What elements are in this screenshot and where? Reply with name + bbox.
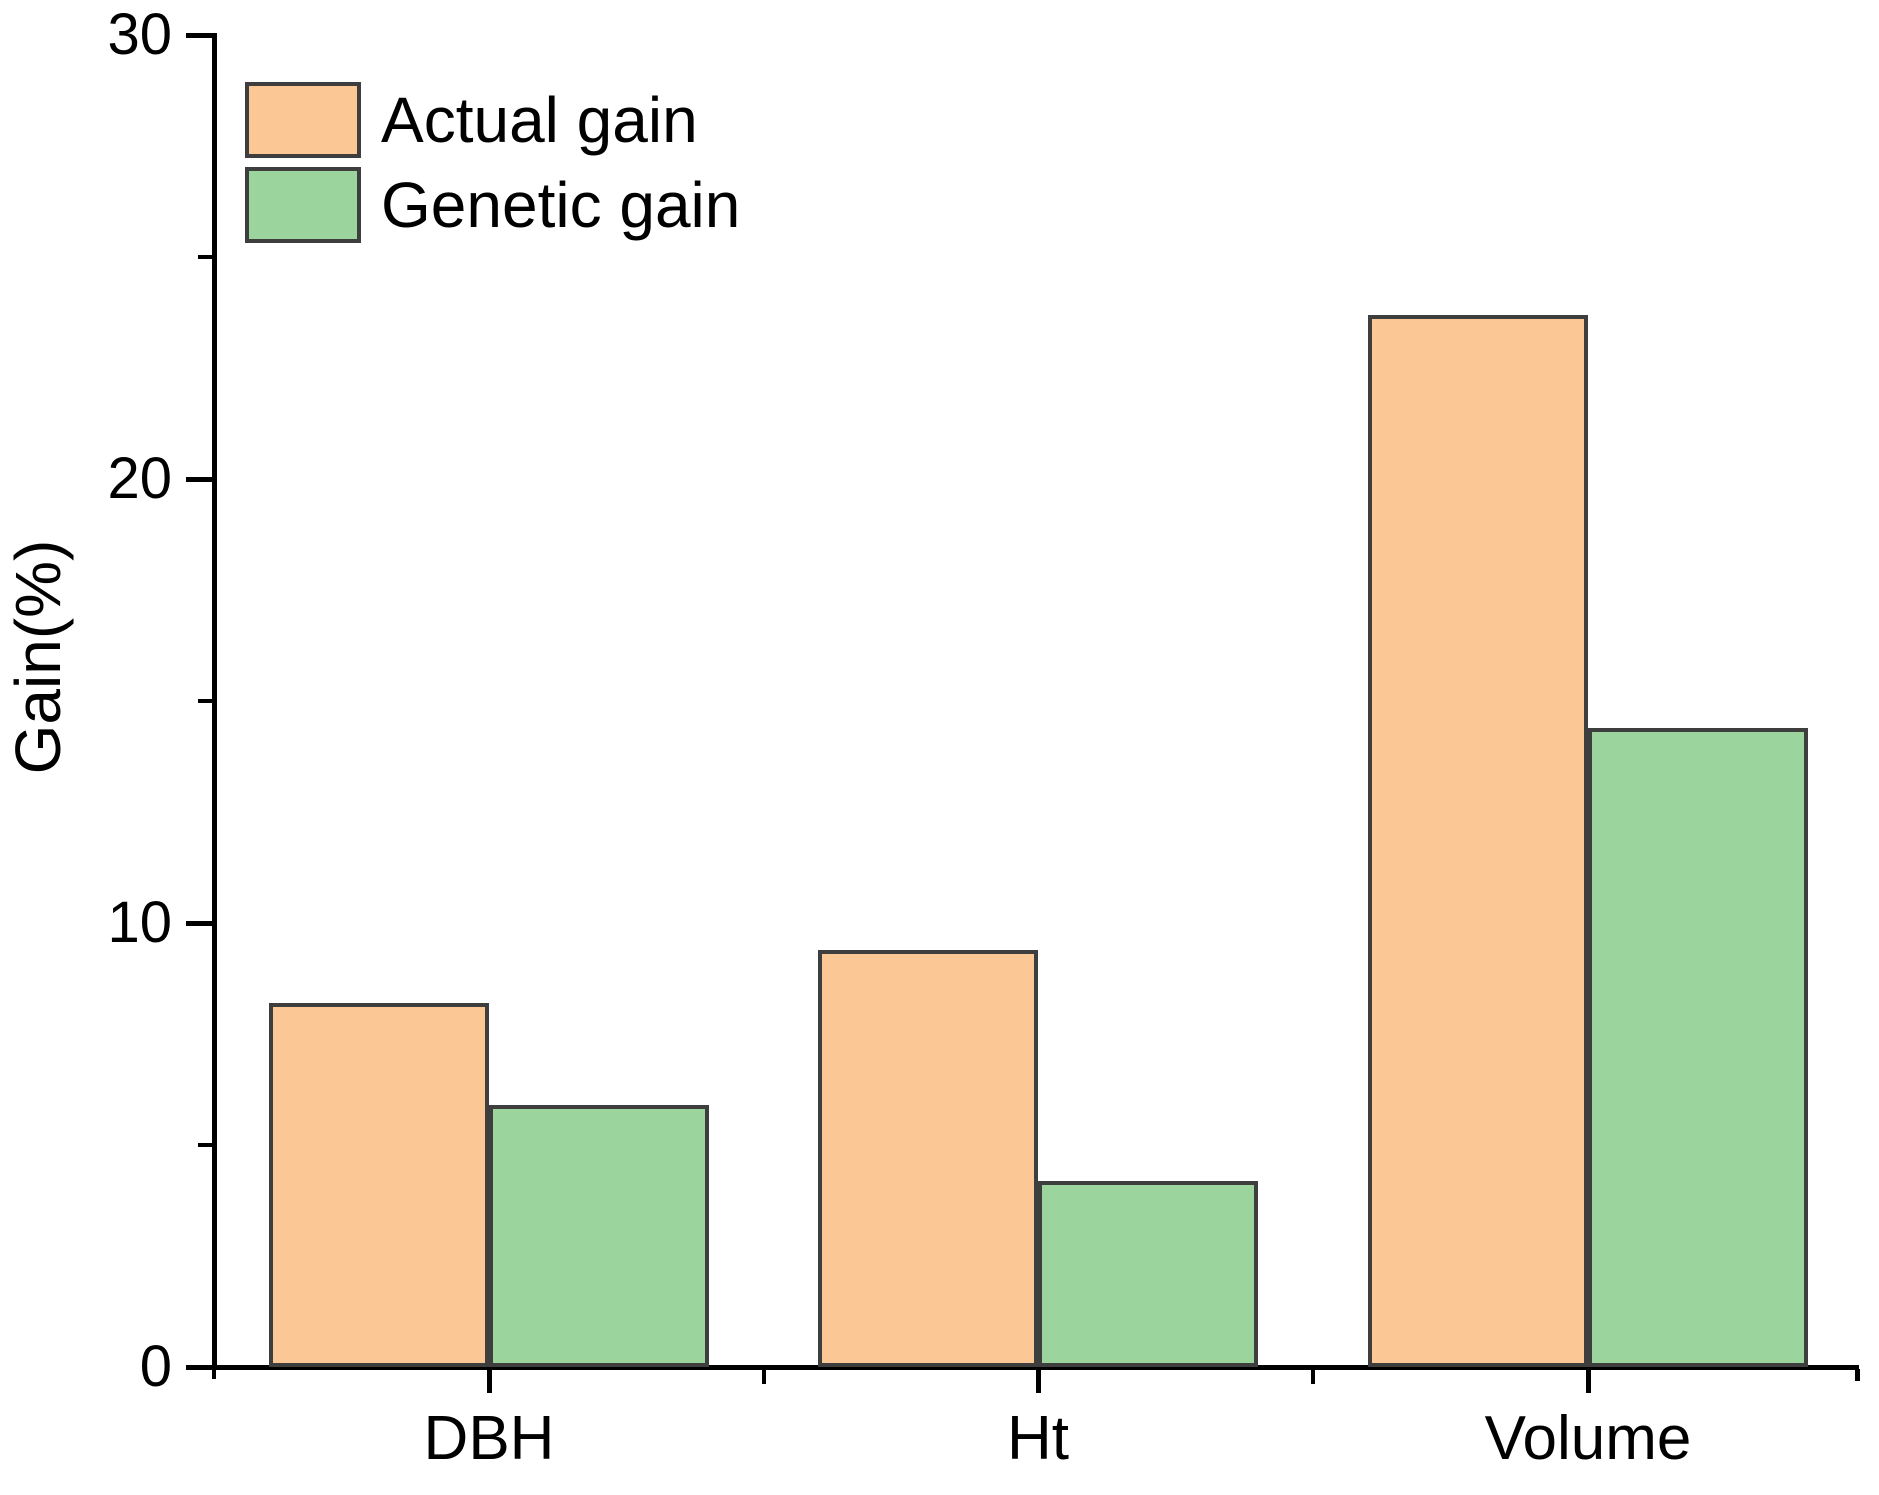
y-axis-title: Gain(%) (2, 539, 74, 775)
x-category-tick (1035, 1369, 1041, 1393)
bar-genetic-gain-ht (1038, 1180, 1258, 1367)
y-tick-label: 10 (107, 890, 172, 955)
y-minor-tick (198, 1143, 214, 1147)
legend-label-actual-gain: Actual gain (381, 84, 698, 156)
bar-actual-gain-volume (1368, 314, 1588, 1367)
y-tick-label: 30 (107, 2, 172, 67)
y-major-tick (186, 920, 214, 926)
bar-genetic-gain-volume (1588, 727, 1808, 1367)
y-major-tick (186, 476, 214, 482)
x-axis-start-tick (212, 1369, 216, 1379)
legend: Actual gain Genetic gain (245, 82, 740, 252)
legend-swatch-genetic-gain (245, 167, 361, 243)
x-boundary-tick (1311, 1369, 1315, 1384)
x-boundary-tick (761, 1369, 766, 1384)
x-category-label: DBH (423, 1404, 555, 1473)
legend-item-actual-gain: Actual gain (245, 82, 740, 158)
legend-label-genetic-gain: Genetic gain (381, 169, 741, 241)
y-major-tick (186, 32, 214, 38)
y-minor-tick (198, 255, 214, 259)
x-category-label: Ht (1007, 1404, 1069, 1473)
y-major-tick (186, 1364, 214, 1370)
y-tick-label: 20 (107, 446, 172, 511)
bar-genetic-gain-dbh (489, 1105, 709, 1367)
x-axis-line (212, 1365, 1859, 1370)
y-minor-tick (198, 699, 214, 703)
x-category-label: Volume (1484, 1404, 1692, 1473)
bar-actual-gain-dbh (269, 1002, 489, 1367)
x-axis-end-tick (1855, 1369, 1860, 1381)
x-category-tick (1585, 1369, 1591, 1393)
legend-swatch-actual-gain (245, 82, 361, 158)
bar-actual-gain-ht (818, 949, 1038, 1367)
y-tick-label: 0 (139, 1334, 172, 1399)
y-axis-line (212, 33, 217, 1370)
legend-item-genetic-gain: Genetic gain (245, 167, 740, 243)
x-category-tick (486, 1369, 492, 1393)
